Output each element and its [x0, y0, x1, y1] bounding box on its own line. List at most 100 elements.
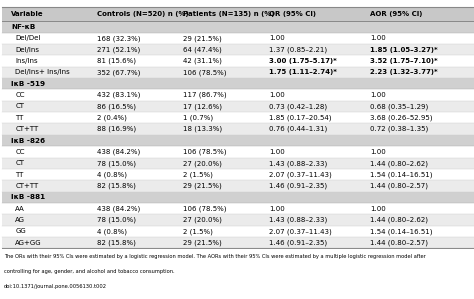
Bar — [2, 237, 474, 248]
Text: 1.54 (0.14–16.51): 1.54 (0.14–16.51) — [370, 228, 432, 235]
Text: 2.23 (1.32–3.77)*: 2.23 (1.32–3.77)* — [370, 69, 438, 75]
Text: IκB -881: IκB -881 — [11, 194, 45, 200]
Bar — [2, 158, 474, 169]
Text: NF-κB: NF-κB — [11, 24, 35, 30]
Text: 1.43 (0.88–2.33): 1.43 (0.88–2.33) — [269, 160, 327, 167]
Text: The ORs with their 95% CIs were estimated by a logistic regression model. The AO: The ORs with their 95% CIs were estimate… — [4, 254, 426, 259]
Text: 1.00: 1.00 — [269, 206, 284, 212]
Text: 27 (20.0%): 27 (20.0%) — [183, 217, 222, 223]
Text: 438 (84.2%): 438 (84.2%) — [97, 149, 140, 155]
Text: AG: AG — [15, 217, 25, 223]
Text: 3.52 (1.75–7.10)*: 3.52 (1.75–7.10)* — [370, 58, 438, 64]
Bar — [2, 146, 474, 158]
Text: TT: TT — [15, 115, 24, 121]
Text: 352 (67.7%): 352 (67.7%) — [97, 69, 141, 76]
Text: 1.46 (0.91–2.35): 1.46 (0.91–2.35) — [269, 239, 327, 246]
Text: Del/Ins: Del/Ins — [15, 47, 39, 53]
Text: 1.85 (0.17–20.54): 1.85 (0.17–20.54) — [269, 115, 331, 121]
Text: Del/Ins+ Ins/Ins: Del/Ins+ Ins/Ins — [15, 69, 70, 75]
Text: 1.00: 1.00 — [269, 35, 284, 41]
Text: AG+GG: AG+GG — [15, 240, 42, 246]
Text: 1.37 (0.85–2.21): 1.37 (0.85–2.21) — [269, 46, 327, 53]
Text: 82 (15.8%): 82 (15.8%) — [97, 239, 136, 246]
Text: 64 (47.4%): 64 (47.4%) — [183, 46, 222, 53]
Text: 1.44 (0.80–2.62): 1.44 (0.80–2.62) — [370, 160, 428, 167]
Text: 3.00 (1.75–5.17)*: 3.00 (1.75–5.17)* — [269, 58, 337, 64]
Text: 78 (15.0%): 78 (15.0%) — [97, 160, 136, 167]
Text: CT+TT: CT+TT — [15, 126, 38, 132]
Text: 1.43 (0.88–2.33): 1.43 (0.88–2.33) — [269, 217, 327, 223]
Bar — [2, 192, 474, 203]
Bar — [2, 44, 474, 55]
Text: CT: CT — [15, 160, 24, 166]
Text: 18 (13.3%): 18 (13.3%) — [183, 126, 223, 132]
Text: IκB -826: IκB -826 — [11, 138, 45, 144]
Text: 2.07 (0.37–11.43): 2.07 (0.37–11.43) — [269, 171, 331, 178]
Text: 2.07 (0.37–11.43): 2.07 (0.37–11.43) — [269, 228, 331, 235]
Text: 106 (78.5%): 106 (78.5%) — [183, 205, 227, 212]
Text: 106 (78.5%): 106 (78.5%) — [183, 69, 227, 76]
Bar — [2, 226, 474, 237]
Text: CT: CT — [15, 103, 24, 109]
Bar — [2, 112, 474, 123]
Text: OR (95% CI): OR (95% CI) — [269, 11, 316, 17]
Text: 0.73 (0.42–1.28): 0.73 (0.42–1.28) — [269, 103, 327, 110]
Text: 2 (0.4%): 2 (0.4%) — [97, 115, 127, 121]
Bar — [2, 78, 474, 89]
Text: 0.72 (0.38–1.35): 0.72 (0.38–1.35) — [370, 126, 428, 132]
Bar — [2, 67, 474, 78]
Text: doi:10.1371/journal.pone.0056130.t002: doi:10.1371/journal.pone.0056130.t002 — [4, 284, 107, 289]
Text: 432 (83.1%): 432 (83.1%) — [97, 92, 141, 98]
Text: IκB -519: IκB -519 — [11, 81, 45, 87]
Text: 81 (15.6%): 81 (15.6%) — [97, 58, 136, 64]
Text: 17 (12.6%): 17 (12.6%) — [183, 103, 222, 110]
Text: 1.46 (0.91–2.35): 1.46 (0.91–2.35) — [269, 183, 327, 189]
Text: controlling for age, gender, and alcohol and tobacco consumption.: controlling for age, gender, and alcohol… — [4, 269, 174, 274]
Text: 438 (84.2%): 438 (84.2%) — [97, 205, 140, 212]
Bar — [2, 169, 474, 180]
Text: 1.00: 1.00 — [370, 149, 385, 155]
Text: Controls (N=520) n (%): Controls (N=520) n (%) — [97, 11, 189, 17]
Text: 1.00: 1.00 — [370, 35, 385, 41]
Text: 27 (20.0%): 27 (20.0%) — [183, 160, 222, 167]
Bar — [2, 101, 474, 112]
Bar — [2, 33, 474, 44]
Bar — [2, 135, 474, 146]
Text: Variable: Variable — [11, 11, 44, 17]
Bar — [2, 180, 474, 192]
Text: 0.68 (0.35–1.29): 0.68 (0.35–1.29) — [370, 103, 428, 110]
Text: 271 (52.1%): 271 (52.1%) — [97, 46, 140, 53]
Text: Del/Del: Del/Del — [15, 35, 41, 41]
Text: 88 (16.9%): 88 (16.9%) — [97, 126, 137, 132]
Bar — [2, 55, 474, 67]
Text: 1 (0.7%): 1 (0.7%) — [183, 115, 214, 121]
Text: 3.68 (0.26–52.95): 3.68 (0.26–52.95) — [370, 115, 432, 121]
Text: 29 (21.5%): 29 (21.5%) — [183, 183, 222, 189]
Text: 1.00: 1.00 — [269, 149, 284, 155]
Text: 1.75 (1.11–2.74)*: 1.75 (1.11–2.74)* — [269, 69, 337, 75]
Text: 1.00: 1.00 — [269, 92, 284, 98]
Bar — [2, 123, 474, 135]
Text: 86 (16.5%): 86 (16.5%) — [97, 103, 136, 110]
Text: Ins/Ins: Ins/Ins — [15, 58, 38, 64]
Text: TT: TT — [15, 172, 24, 178]
Text: CT+TT: CT+TT — [15, 183, 38, 189]
Text: AOR (95% CI): AOR (95% CI) — [370, 11, 422, 17]
Text: 29 (21.5%): 29 (21.5%) — [183, 239, 222, 246]
Bar — [2, 7, 474, 21]
Text: Patients (N=135) n (%): Patients (N=135) n (%) — [183, 11, 275, 17]
Text: 82 (15.8%): 82 (15.8%) — [97, 183, 136, 189]
Text: 0.76 (0.44–1.31): 0.76 (0.44–1.31) — [269, 126, 327, 132]
Bar — [2, 214, 474, 226]
Text: CC: CC — [15, 92, 25, 98]
Text: 4 (0.8%): 4 (0.8%) — [97, 228, 127, 235]
Text: 1.44 (0.80–2.62): 1.44 (0.80–2.62) — [370, 217, 428, 223]
Text: 42 (31.1%): 42 (31.1%) — [183, 58, 222, 64]
Text: AA: AA — [15, 206, 25, 212]
Text: 78 (15.0%): 78 (15.0%) — [97, 217, 136, 223]
Text: 106 (78.5%): 106 (78.5%) — [183, 149, 227, 155]
Text: 4 (0.8%): 4 (0.8%) — [97, 171, 127, 178]
Text: 168 (32.3%): 168 (32.3%) — [97, 35, 141, 42]
Text: 1.85 (1.05–3.27)*: 1.85 (1.05–3.27)* — [370, 47, 438, 53]
Text: 1.44 (0.80–2.57): 1.44 (0.80–2.57) — [370, 183, 428, 189]
